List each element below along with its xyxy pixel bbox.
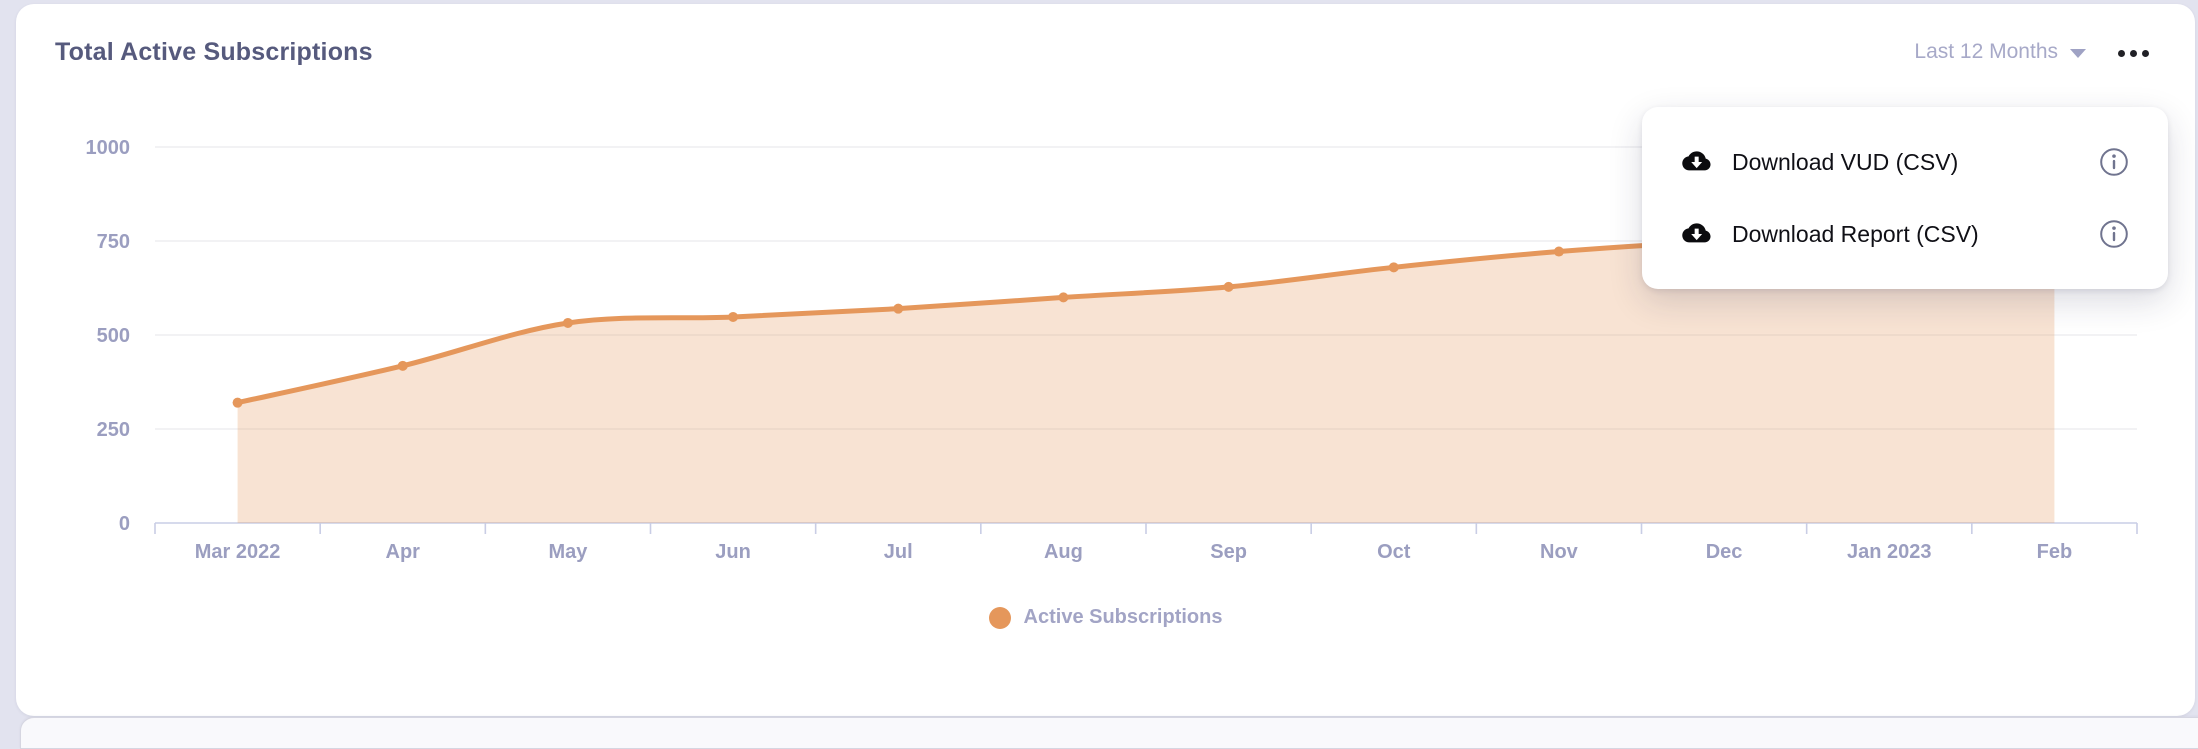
more-options-button[interactable] (2116, 41, 2151, 64)
x-axis-label: Jan 2023 (1847, 541, 1932, 563)
data-point (1223, 281, 1234, 292)
data-point (893, 303, 904, 314)
y-axis-label: 500 (97, 325, 130, 347)
x-axis-label: Jul (884, 541, 913, 563)
x-axis-label: Mar 2022 (195, 541, 281, 563)
x-axis-label: Jun (715, 541, 751, 563)
info-icon[interactable] (2098, 146, 2130, 178)
x-axis-label: Dec (1706, 541, 1743, 563)
info-icon[interactable] (2098, 218, 2130, 250)
download-menu: Download VUD (CSV) Download Report (CSV) (1642, 107, 2168, 289)
chevron-down-icon (2070, 48, 2086, 58)
x-axis-label: Apr (386, 541, 421, 563)
active-subscriptions-chart: 0 250 500 750 1000 Mar 2022 Apr May Jun Jul Aug Sep… (86, 137, 2138, 563)
y-axis-label: 250 (97, 419, 130, 441)
legend-dot-icon (988, 606, 1011, 629)
y-axis-label: 750 (97, 231, 130, 253)
subscriptions-card: 0 250 500 750 1000 Mar 2022 Apr May Jun Jul Aug Sep… (16, 4, 2195, 716)
card-title: Total Active Subscriptions (55, 37, 373, 66)
menu-item-download-report[interactable]: Download Report (CSV) (1642, 198, 2168, 270)
card-header: Total Active Subscriptions Last 12 Month… (16, 24, 2195, 80)
data-point (1553, 246, 1564, 257)
ellipsis-icon (2118, 49, 2125, 57)
data-point (1388, 262, 1399, 273)
x-axis-label: May (548, 541, 588, 563)
data-point (397, 360, 408, 371)
menu-item-download-vud[interactable]: Download VUD (CSV) (1642, 126, 2168, 198)
x-axis-label: Sep (1210, 541, 1247, 563)
legend-label: Active Subscriptions (1023, 606, 1223, 628)
x-axis-label: Oct (1377, 541, 1411, 563)
y-axis-label: 1000 (86, 137, 131, 159)
menu-item-label: Download Report (CSV) (1732, 220, 1979, 247)
chart-legend: Active Subscriptions (16, 606, 2195, 629)
range-selector-label: Last 12 Months (1914, 40, 2058, 63)
data-point (232, 397, 243, 408)
x-axis-label: Aug (1044, 541, 1083, 563)
data-point (562, 317, 573, 328)
menu-item-label: Download VUD (CSV) (1732, 148, 1959, 175)
y-axis-label: 0 (119, 513, 130, 535)
data-point (728, 311, 739, 322)
range-selector-button[interactable]: Last 12 Months (1914, 40, 2086, 64)
x-axis-label: Feb (2037, 541, 2073, 563)
data-point (1058, 292, 1069, 303)
x-axis-label: Nov (1540, 541, 1579, 563)
cloud-download-icon (1682, 223, 1711, 243)
cloud-download-icon (1682, 151, 1711, 171)
area-fill (237, 229, 2055, 523)
